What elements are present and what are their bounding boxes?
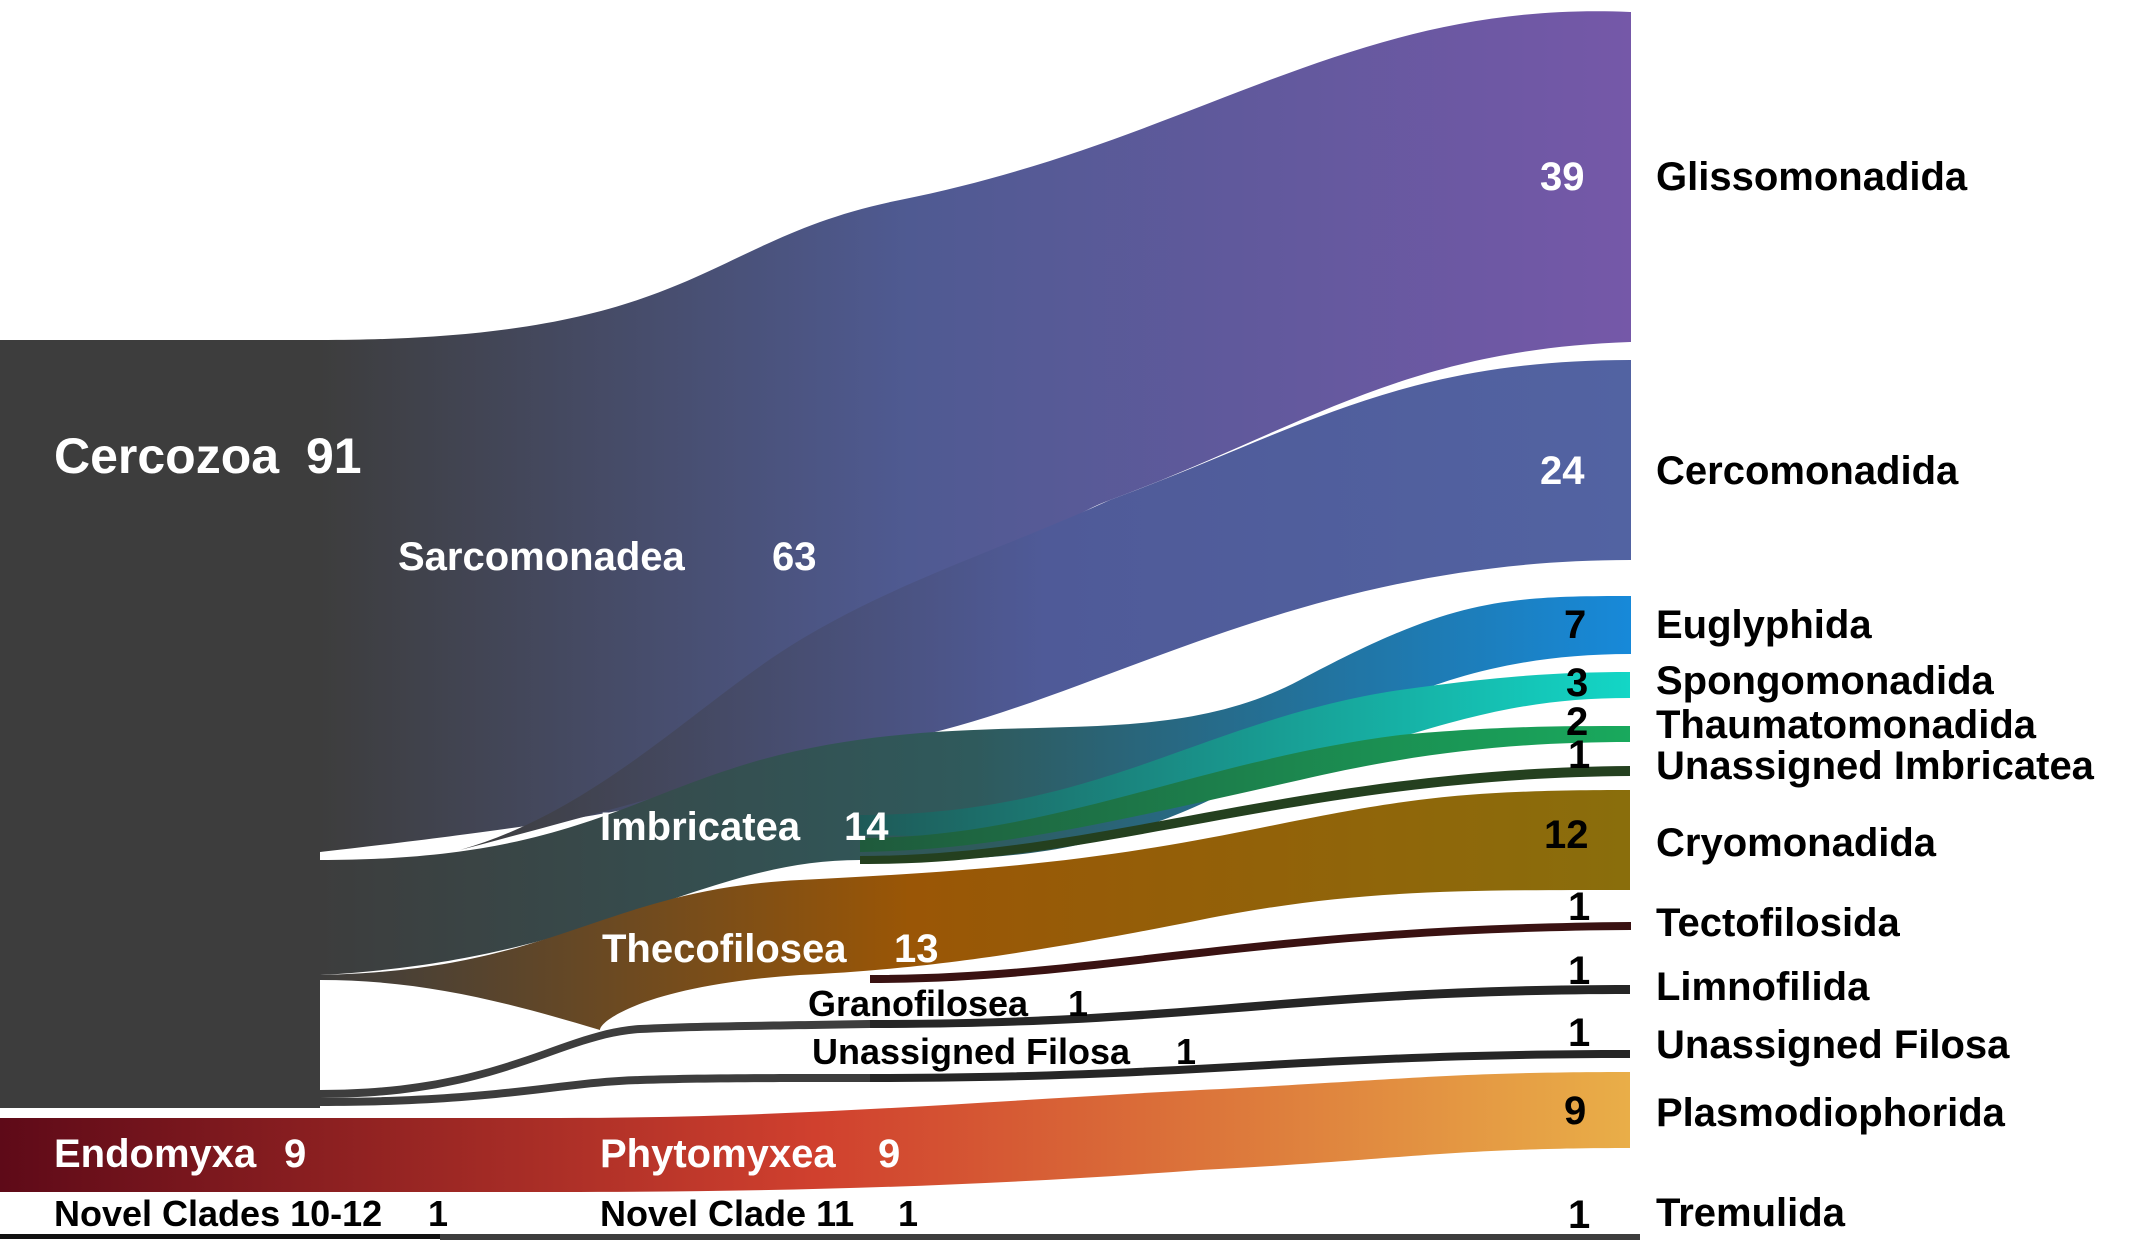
flow-unassigned-imbricatea [860,766,1630,865]
value-euglyphida: 7 [1564,603,1586,647]
label-plasmodiophorida: Plasmodiophorida [1656,1091,2006,1135]
value-cryomonadida: 12 [1544,813,1589,857]
value-cercozoa: 91 [306,428,362,484]
label-glissomonadida: Glissomonadida [1656,155,1968,199]
value-cercomonadida: 24 [1540,449,1585,493]
value-thecofilosea: 13 [894,927,939,971]
label-thaumatomonadida: Thaumatomonadida [1656,703,2037,747]
label-unassigned-filosa: Unassigned Filosa [1656,1023,2010,1067]
label-novel-clade-11: Novel Clade 11 [600,1193,854,1234]
flow-unassigned-filosa-2 [870,1050,1630,1082]
value-novel-clades: 1 [428,1193,448,1234]
node-euglyphida [1630,596,1631,654]
value-glissomonadida: 39 [1540,155,1585,199]
value-tectofilosida: 1 [1568,885,1590,929]
flow-granofilosea [320,1020,870,1098]
flow-thecofilosea [320,790,1630,1030]
label-endomyxa: Endomyxa [54,1132,257,1176]
flow-endomyxa [0,1072,1630,1192]
node-glissomonadida [1630,12,1631,342]
label-tectofilosida: Tectofilosida [1656,901,1900,945]
value-endomyxa: 9 [284,1132,306,1176]
label-thecofilosea: Thecofilosea [602,927,847,971]
value-granofilosea: 1 [1068,983,1088,1024]
value-sarcomonadea: 63 [772,535,817,579]
label-limnofilida: Limnofilida [1656,965,1870,1009]
value-thaumatomonadida: 2 [1566,700,1588,744]
flow-tectofilosida [870,922,1630,983]
label-cercozoa: Cercozoa [54,428,280,484]
node-cercozoa [0,340,320,1108]
flow-spongomonadida [860,672,1630,836]
label-unassigned-imbricatea: Unassigned Imbricatea [1656,744,2095,788]
flow-cercomonadida [460,360,1630,850]
label-cercomonadida: Cercomonadida [1656,449,1959,493]
label-cryomonadida: Cryomonadida [1656,821,1937,865]
label-unassigned-filosa-l2: Unassigned Filosa [812,1031,1131,1072]
value-plasmodiophorida: 9 [1564,1089,1586,1133]
flow-sarcomonadea [320,11,1630,852]
value-imbricatea: 14 [844,805,889,849]
value-unassigned-imbricatea: 1 [1568,733,1590,777]
flow-unassigned-filosa [320,1074,870,1106]
label-sarcomonadea: Sarcomonadea [398,535,686,579]
value-spongomonadida: 3 [1566,661,1588,705]
node-novel-clades [0,1234,440,1239]
value-phytomyxea: 9 [878,1132,900,1176]
label-euglyphida: Euglyphida [1656,603,1872,647]
flow-imbricatea [320,596,1630,975]
value-unassigned-filosa-l2: 1 [1176,1031,1196,1072]
node-tectofilosida [1630,922,1631,930]
label-phytomyxea: Phytomyxea [600,1132,836,1176]
label-spongomonadida: Spongomonadida [1656,659,1995,703]
flow-limnofilida [870,985,1630,1028]
value-tremulida: 1 [1568,1193,1590,1237]
label-imbricatea: Imbricatea [600,805,801,849]
flow-novel-clade [440,1234,1640,1240]
label-tremulida: Tremulida [1656,1191,1846,1235]
value-limnofilida: 1 [1568,949,1590,993]
value-novel-clade-11: 1 [898,1193,918,1234]
label-granofilosea: Granofilosea [808,983,1029,1024]
value-unassigned-filosa: 1 [1568,1011,1590,1055]
flow-thaumatomonadida [860,726,1630,852]
label-novel-clades: Novel Clades 10-12 [54,1193,382,1234]
node-cercomonadida [1630,360,1631,560]
